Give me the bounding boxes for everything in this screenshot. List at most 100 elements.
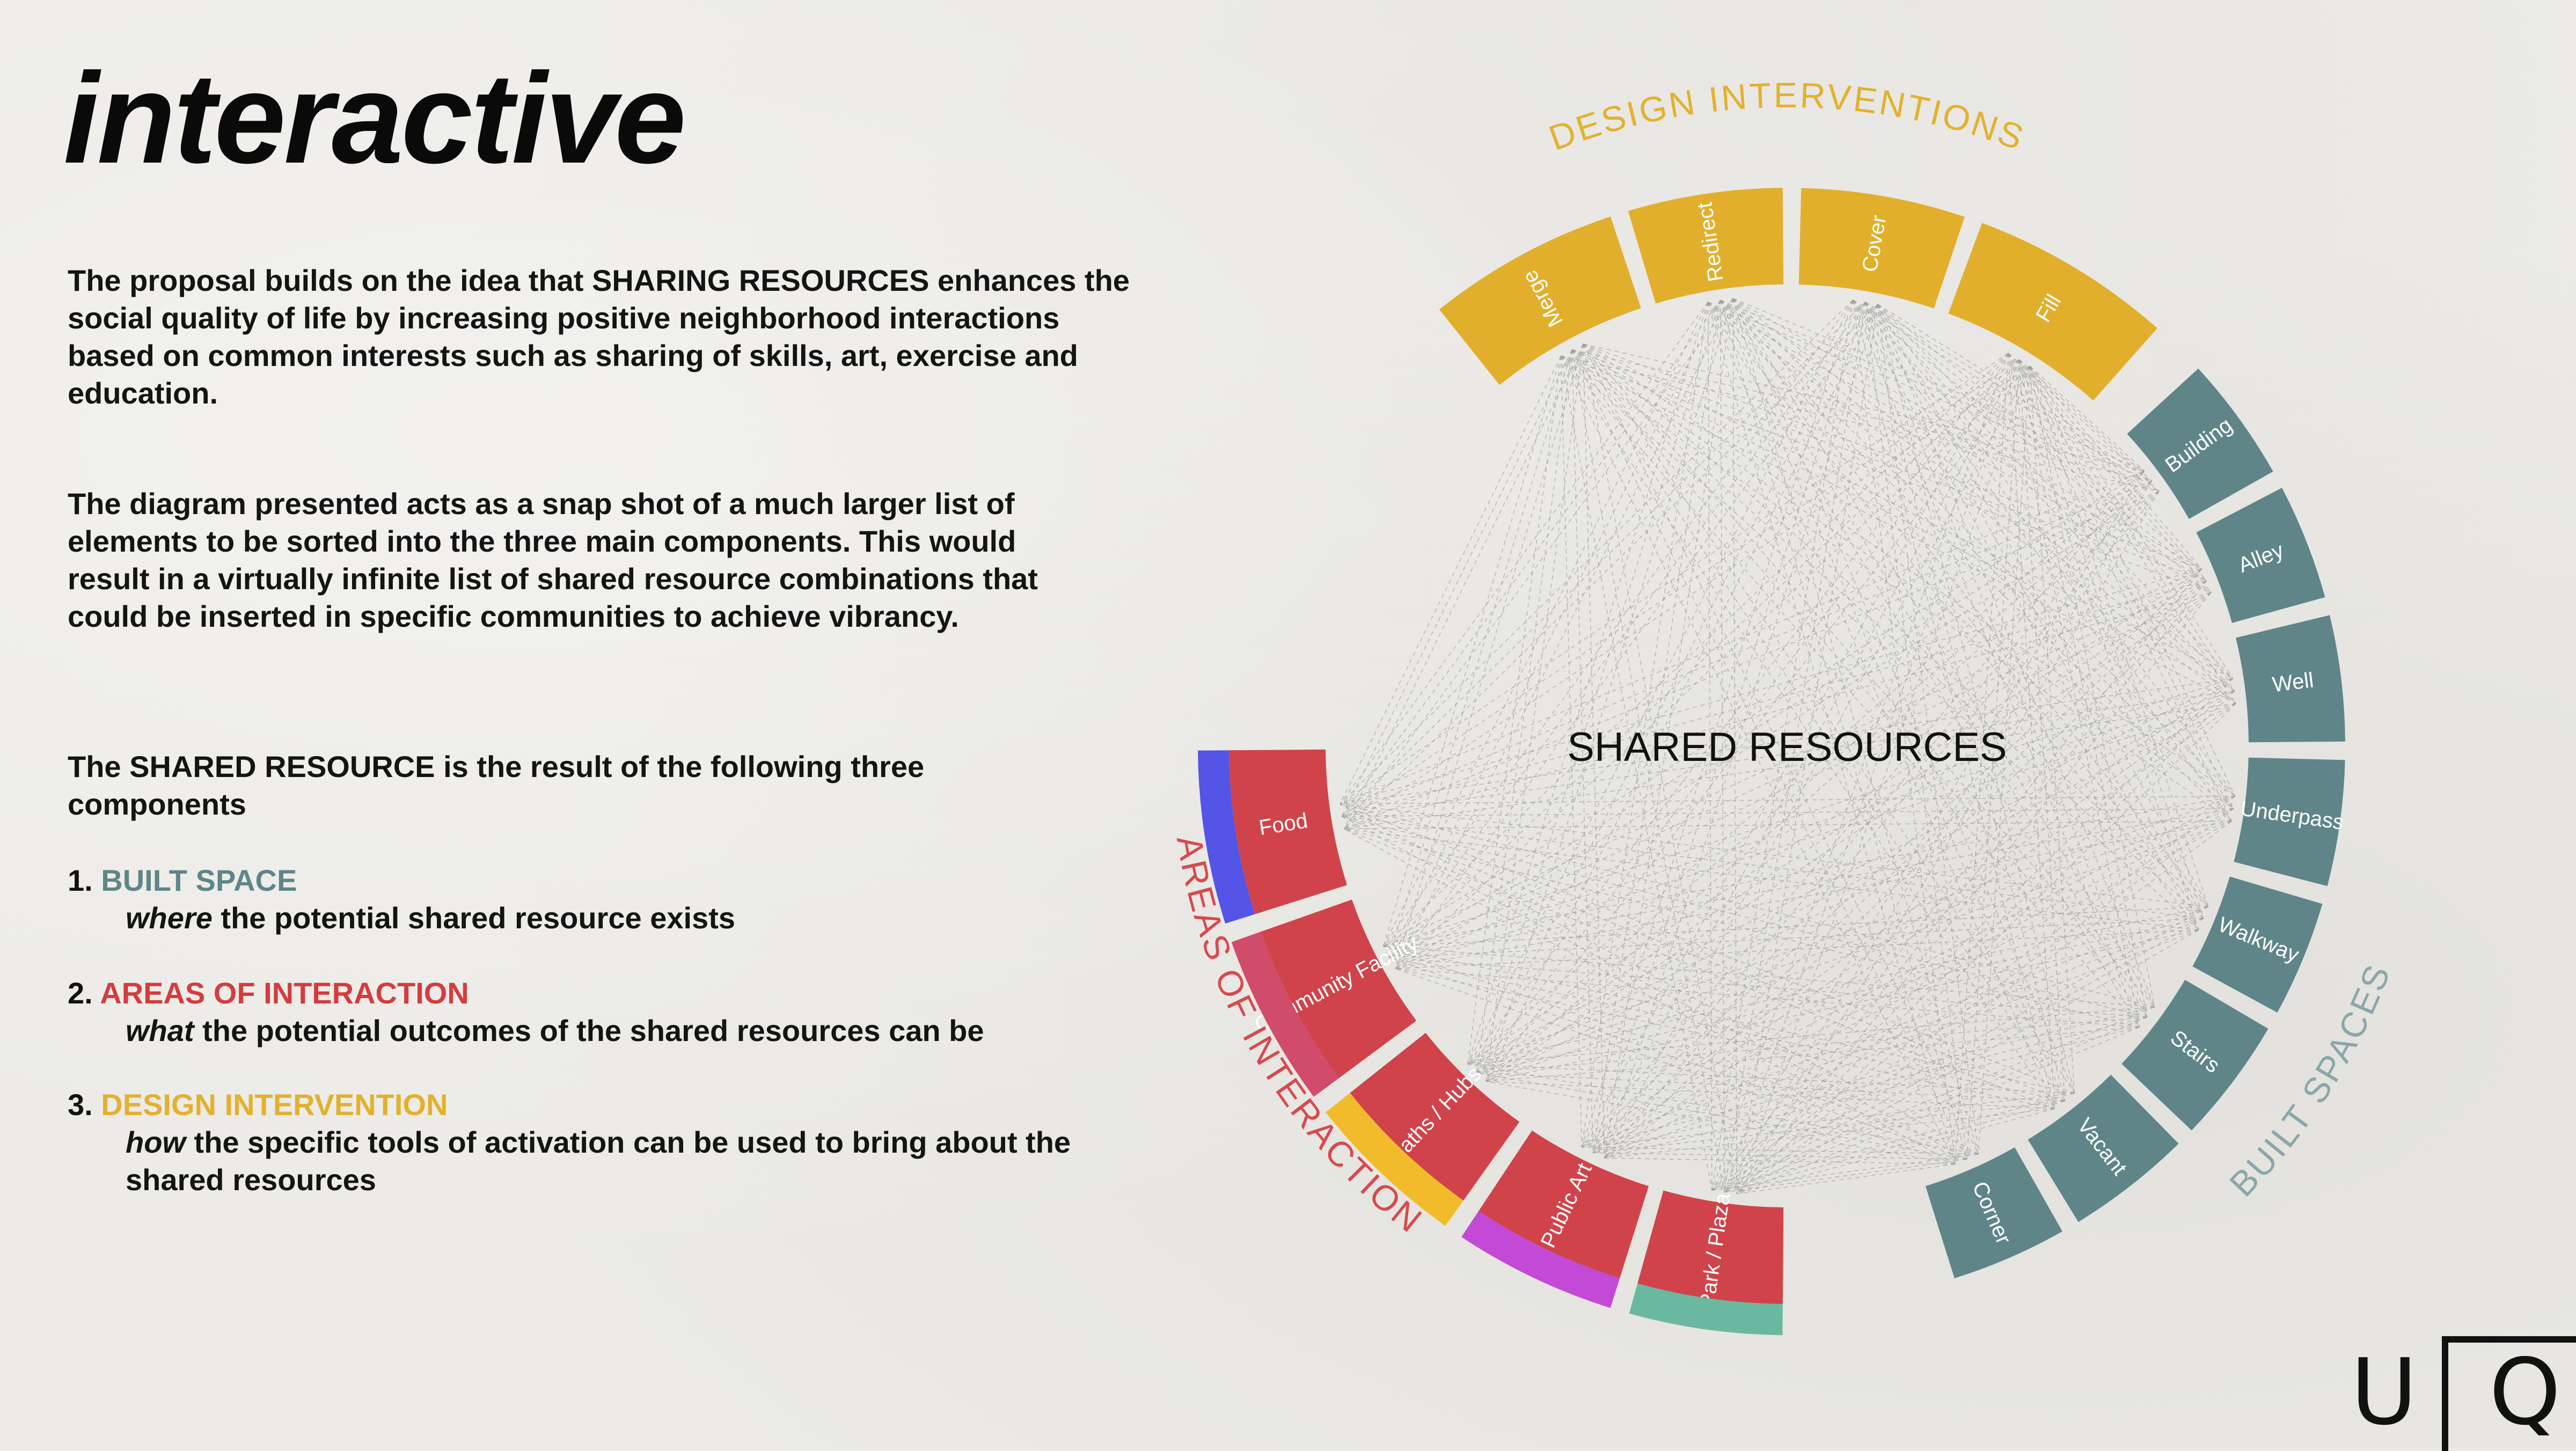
connection-line <box>1592 480 2153 1153</box>
connection-line <box>1708 302 2199 930</box>
connection-line <box>1344 592 2212 830</box>
connection-line <box>1467 299 1854 1065</box>
connection-line <box>1388 480 2152 958</box>
connection-line <box>2008 353 2140 1028</box>
connection-line <box>1561 355 2055 1109</box>
area-of-interaction-segment <box>1637 1190 1784 1304</box>
connection-line <box>1720 300 1967 1160</box>
connection-line <box>1340 678 2233 804</box>
logo-letter-q: Q <box>2489 1339 2561 1446</box>
connection-line <box>1344 703 2236 830</box>
connection-line <box>1604 365 2031 1159</box>
connection-line <box>1340 353 2009 804</box>
connection-line <box>1720 299 2148 1017</box>
built-space-segment <box>1925 1147 2062 1279</box>
connection-line <box>1604 1157 1956 1165</box>
connection-line <box>2029 365 2234 679</box>
connection-line <box>2018 359 2148 1017</box>
component-3-name: DESIGN INTERVENTION <box>101 1088 448 1122</box>
connection-line <box>1343 298 1733 829</box>
connection-line <box>1737 1163 1956 1194</box>
connection-line <box>1604 1027 2140 1159</box>
connection-line <box>1736 929 2199 1194</box>
connection-line <box>1955 353 2009 1164</box>
connection-line <box>1732 298 2234 679</box>
connection-line <box>2008 353 2212 593</box>
connection-line <box>1395 820 2232 969</box>
connection-line <box>1341 302 1866 817</box>
connection-line <box>1340 803 1979 1155</box>
component-1-text: the potential shared resource exists <box>212 901 735 935</box>
connection-line <box>1485 592 2212 1082</box>
page-title: interactive <box>63 46 686 190</box>
connection-line <box>1395 365 2031 969</box>
connection-line <box>1485 703 2236 1082</box>
center-label: SHARED RESOURCES <box>1567 724 2007 770</box>
connection-line <box>1592 808 2234 1153</box>
connection-line <box>1476 580 2207 1073</box>
connection-line <box>1383 678 2233 947</box>
connection-line <box>1344 828 2199 930</box>
connection-line <box>1340 302 1709 804</box>
connection-line <box>2008 353 2232 822</box>
connection-line <box>1724 302 1866 1192</box>
connection-line <box>2018 359 2234 809</box>
interaction-accent-band <box>1461 1211 1620 1308</box>
connection-line <box>1711 678 2234 1191</box>
connection-line <box>1467 1006 2155 1065</box>
connection-line <box>2008 353 2236 704</box>
area-of-interaction-segment <box>1229 749 1348 914</box>
interaction-accent-band <box>1326 1093 1463 1226</box>
diagram-paragraph: The diagram presented acts as a snap sho… <box>68 487 1038 633</box>
connection-line <box>1342 580 2207 817</box>
logo-letter-u: U <box>2351 1339 2418 1446</box>
connection-line <box>1581 678 2234 1148</box>
connection-line <box>1604 929 2199 1159</box>
connection-line <box>1341 816 1967 1160</box>
connection-line <box>1720 299 2065 1102</box>
connection-lines <box>1340 298 2236 1194</box>
area-of-interaction-segment <box>1261 899 1417 1079</box>
connection-line <box>1732 298 2236 797</box>
connection-line <box>1707 302 2055 1109</box>
connection-line <box>1593 1101 2065 1153</box>
component-1-number: 1. <box>68 863 93 897</box>
component-3-lead: how <box>126 1125 186 1159</box>
connection-line <box>1342 808 2234 817</box>
connection-line <box>1388 359 2020 958</box>
connection-line <box>1467 906 2208 1065</box>
connection-line <box>1485 343 1584 1082</box>
connection-line <box>1340 795 2235 804</box>
connection-line <box>1344 490 2160 830</box>
connection-line <box>1476 918 2204 1074</box>
connection-line <box>1604 703 2236 1159</box>
connection-line <box>2018 359 2235 692</box>
connection-line <box>1720 300 1725 1192</box>
connection-line <box>1865 302 2235 692</box>
connection-line <box>1467 356 1562 1065</box>
connection-line <box>1342 690 2235 817</box>
connection-line <box>1604 820 2232 1159</box>
connection-line <box>1394 343 1584 969</box>
connection-line <box>1720 299 2207 581</box>
connection-line <box>1341 299 1721 817</box>
connection-line <box>1476 1016 2147 1074</box>
connection-line <box>1467 302 1709 1065</box>
connection-line <box>1582 1006 2155 1148</box>
connection-line <box>1711 568 2202 1191</box>
connection-line <box>1389 957 2065 1102</box>
connection-line <box>1711 1093 2075 1191</box>
connection-line <box>1708 302 2160 492</box>
connection-line <box>1736 820 2232 1194</box>
connection-line <box>1581 353 2009 1148</box>
connection-line <box>2008 353 2055 1109</box>
connection-line <box>1581 470 2145 1148</box>
connection-line <box>2029 366 2155 1007</box>
connection-line <box>1476 1072 2065 1102</box>
connection-line <box>1561 355 2212 593</box>
connection-line <box>1724 480 2153 1193</box>
connection-line <box>1724 691 2235 1193</box>
connection-line <box>1344 820 2232 830</box>
